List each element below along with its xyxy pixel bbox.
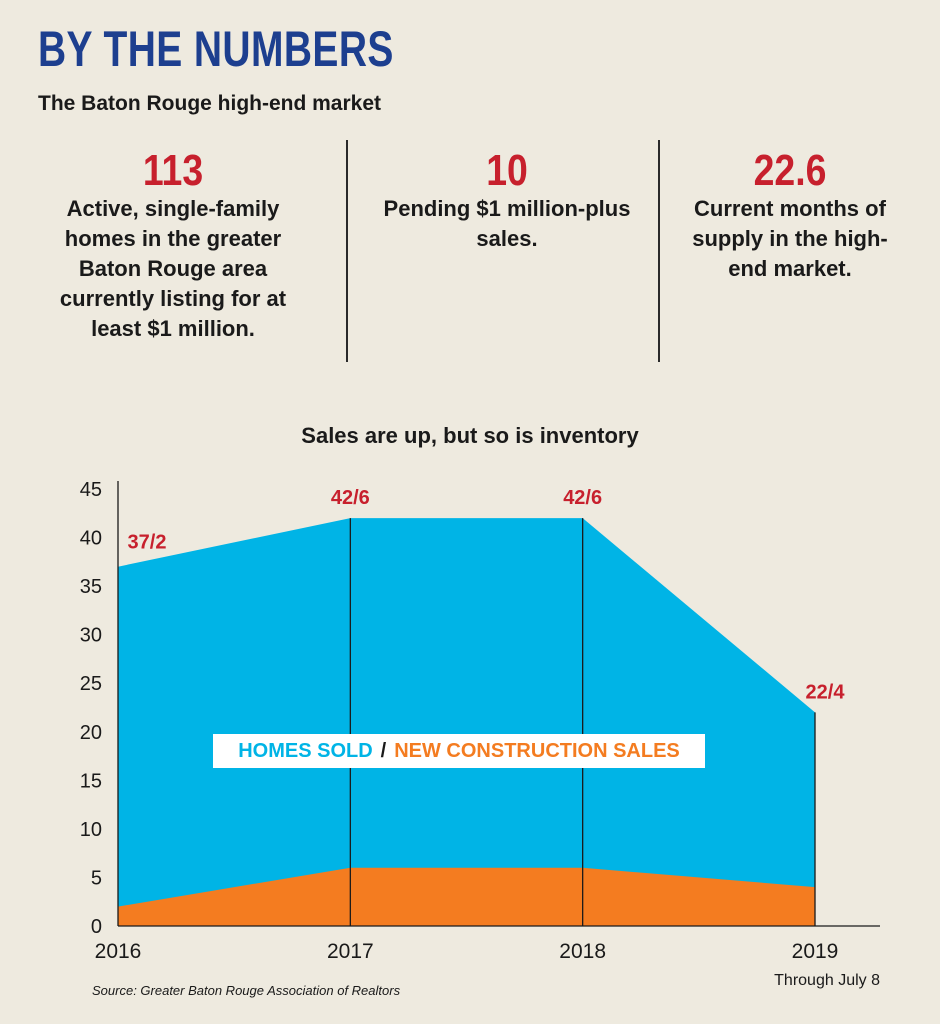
x-tick-label: 2019	[792, 940, 839, 963]
data-label: 37/2	[128, 532, 167, 554]
y-tick-label: 15	[80, 770, 102, 792]
y-tick-label: 10	[80, 819, 102, 841]
stat-value: 22.6	[753, 146, 827, 195]
stat-pending-sales: 10 Pending $1 million-plus sales.	[372, 148, 642, 254]
chart-title: Sales are up, but so is inventory	[301, 423, 639, 448]
y-tick-label: 5	[91, 867, 102, 889]
homes-sold-area	[118, 518, 815, 926]
stat-active-listings: 113 Active, single-family homes in the g…	[38, 148, 308, 344]
stat-description: Active, single-family homes in the great…	[59, 196, 287, 341]
x-axis-note: Through July 8	[774, 972, 880, 989]
new-construction-area	[118, 867, 815, 926]
stat-description: Pending $1 million-plus sales.	[383, 196, 631, 251]
y-tick-label: 45	[80, 479, 102, 501]
stat-months-supply: 22.6 Current months of supply in the hig…	[680, 148, 900, 284]
legend-homes-sold: HOMES SOLD	[238, 739, 373, 762]
legend-separator: /	[380, 739, 387, 762]
y-tick-label: 20	[80, 722, 102, 744]
stat-value: 113	[142, 146, 204, 195]
stat-value: 10	[486, 146, 528, 195]
page-title: BY THE NUMBERS	[38, 21, 394, 77]
stat-description: Current months of supply in the high-end…	[692, 196, 888, 281]
data-label: 22/4	[806, 681, 846, 703]
y-tick-label: 30	[80, 625, 102, 647]
y-tick-label: 35	[80, 576, 102, 598]
stat-divider	[346, 140, 348, 362]
stat-divider	[658, 140, 660, 362]
y-tick-label: 0	[91, 916, 102, 938]
x-tick-label: 2016	[95, 940, 142, 963]
data-label: 42/6	[563, 487, 602, 509]
data-label: 42/6	[331, 487, 370, 509]
y-tick-label: 25	[80, 673, 102, 695]
x-tick-label: 2017	[327, 940, 374, 963]
y-tick-label: 40	[80, 528, 102, 550]
legend-new-construction: NEW CONSTRUCTION SALES	[394, 739, 680, 762]
chart-legend: HOMES SOLD / NEW CONSTRUCTION SALES	[213, 734, 705, 768]
source-note: Source: Greater Baton Rouge Association …	[92, 983, 401, 998]
x-tick-label: 2018	[559, 940, 606, 963]
page-subtitle: The Baton Rouge high-end market	[38, 92, 382, 115]
